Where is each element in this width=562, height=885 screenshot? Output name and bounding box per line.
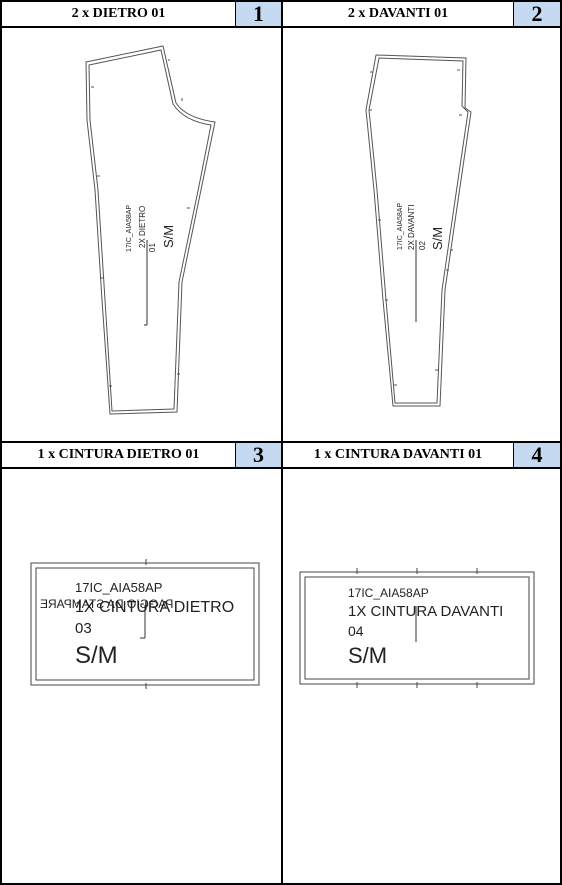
cell-3-name-label: 1X CINTURA DIETRO xyxy=(75,599,235,616)
cell-1-number: 1 xyxy=(236,1,281,26)
cell-3-number: 3 xyxy=(236,442,281,467)
cell-2-title: 2 x DAVANTI 01 xyxy=(347,6,449,21)
cell-2-name-label: 2X DAVANTI xyxy=(407,204,416,251)
header-rule-bottom xyxy=(0,467,562,469)
cell-4-name-label: 1X CINTURA DAVANTI xyxy=(348,603,504,620)
cell-2-size-label: S/M xyxy=(430,226,445,250)
cell-2-number: 2 xyxy=(514,1,560,26)
header-rule-top xyxy=(0,26,562,28)
cell-3-title: 1 x CINTURA DIETRO 01 xyxy=(37,447,200,462)
piece-dietro-outline xyxy=(85,45,216,415)
cell-1-size-label: S/M xyxy=(161,224,176,248)
num-divider-3 xyxy=(235,442,236,468)
piece-dietro-grainline xyxy=(144,240,148,326)
cell-3-piece-label: 03 xyxy=(75,620,92,637)
cell-4-code-label: 17IC_AIA58AP xyxy=(348,586,429,600)
cell-4-piece-label: 04 xyxy=(348,623,364,639)
cell-2-piece-label: 02 xyxy=(418,241,427,250)
cell-1-name-label: 2X DIETRO xyxy=(138,205,147,248)
cell-3-code-label: 17IC_AIA58AP xyxy=(75,580,163,595)
cell-2-code-label: 17IC_AIA58AP xyxy=(397,202,404,250)
cell-4-title: 1 x CINTURA DAVANTI 01 xyxy=(313,447,483,462)
num-divider-1 xyxy=(235,0,236,27)
cell-1-piece-label: 01 xyxy=(148,243,157,252)
num-divider-2 xyxy=(513,0,514,27)
cell-1-title: 2 x DIETRO 01 xyxy=(71,6,166,21)
piece-cintura-davanti-outline xyxy=(299,568,535,688)
row-divider xyxy=(0,441,562,443)
piece-cintura-dietro-outline xyxy=(30,559,260,689)
num-divider-4 xyxy=(513,442,514,468)
cell-3-size-label: S/M xyxy=(75,642,118,669)
cell-4-size-label: S/M xyxy=(348,643,388,668)
piece-cintura-dietro-grainline xyxy=(140,605,146,639)
cell-1-code-label: 17IC_AIA58AP xyxy=(126,204,133,252)
piece-davanti-outline xyxy=(365,54,472,407)
cell-4-number: 4 xyxy=(514,442,560,467)
